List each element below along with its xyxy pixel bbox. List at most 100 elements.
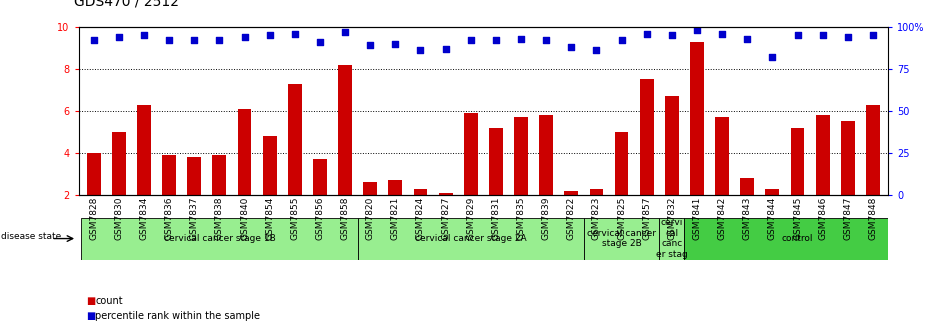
Bar — [684, 218, 910, 259]
Text: GSM7855: GSM7855 — [290, 197, 300, 240]
Bar — [238, 109, 252, 237]
Bar — [715, 117, 729, 237]
Text: GSM7835: GSM7835 — [516, 197, 525, 240]
Text: GSM7847: GSM7847 — [844, 197, 852, 240]
Point — [715, 31, 730, 36]
Bar — [665, 96, 679, 237]
Text: disease state: disease state — [1, 233, 61, 241]
Point — [639, 31, 654, 36]
Bar — [188, 157, 201, 237]
Bar — [514, 117, 528, 237]
Text: count: count — [95, 296, 123, 306]
Text: GDS470 / 2512: GDS470 / 2512 — [74, 0, 179, 8]
Point — [263, 33, 278, 38]
Bar — [816, 115, 830, 237]
Text: GSM7828: GSM7828 — [89, 197, 98, 240]
Bar — [539, 115, 553, 237]
Point — [614, 38, 629, 43]
Text: GSM7832: GSM7832 — [667, 197, 676, 240]
Bar — [358, 218, 584, 259]
Text: ■: ■ — [86, 296, 95, 306]
Bar — [288, 84, 302, 237]
Text: GSM7854: GSM7854 — [265, 197, 274, 240]
Text: GSM7857: GSM7857 — [642, 197, 651, 240]
Text: GSM7839: GSM7839 — [542, 197, 550, 240]
Point — [815, 33, 830, 38]
Point — [866, 33, 881, 38]
Point — [413, 48, 428, 53]
Text: cervical cancer
stage 2B: cervical cancer stage 2B — [587, 229, 656, 248]
Point — [438, 46, 453, 51]
Text: GSM7820: GSM7820 — [365, 197, 375, 240]
Text: GSM7825: GSM7825 — [617, 197, 626, 240]
Point — [162, 38, 177, 43]
Bar — [112, 132, 126, 237]
Point — [538, 38, 553, 43]
Bar — [584, 218, 660, 259]
Text: GSM7836: GSM7836 — [165, 197, 174, 240]
Text: GSM7843: GSM7843 — [743, 197, 752, 240]
Bar — [589, 188, 603, 237]
Text: GSM7838: GSM7838 — [215, 197, 224, 240]
Bar — [463, 113, 477, 237]
Text: GSM7840: GSM7840 — [240, 197, 249, 240]
Bar — [388, 180, 402, 237]
Text: control: control — [782, 234, 813, 243]
Bar — [660, 218, 684, 259]
Text: GSM7844: GSM7844 — [768, 197, 777, 240]
Text: ■: ■ — [86, 311, 95, 321]
Bar — [740, 178, 754, 237]
Bar — [81, 218, 358, 259]
Point — [187, 38, 202, 43]
Point — [664, 33, 679, 38]
Bar — [213, 155, 227, 237]
Text: GSM7834: GSM7834 — [140, 197, 149, 240]
Text: GSM7858: GSM7858 — [340, 197, 350, 240]
Point — [111, 34, 126, 40]
Point — [463, 38, 478, 43]
Bar — [766, 188, 779, 237]
Text: GSM7821: GSM7821 — [391, 197, 400, 240]
Text: GSM7845: GSM7845 — [793, 197, 802, 240]
Text: GSM7848: GSM7848 — [869, 197, 878, 240]
Bar — [438, 193, 452, 237]
Bar — [564, 191, 578, 237]
Point — [689, 28, 704, 33]
Bar — [690, 42, 704, 237]
Text: GSM7837: GSM7837 — [190, 197, 199, 240]
Bar — [162, 155, 176, 237]
Point — [589, 48, 604, 53]
Bar — [339, 65, 352, 237]
Text: GSM7824: GSM7824 — [416, 197, 425, 240]
Text: GSM7823: GSM7823 — [592, 197, 601, 240]
Point — [740, 36, 755, 41]
Bar — [87, 153, 101, 237]
Point — [790, 33, 805, 38]
Text: cervi
cal
canc
er stag: cervi cal canc er stag — [656, 218, 687, 259]
Bar — [313, 159, 327, 237]
Point — [388, 41, 402, 46]
Point — [363, 43, 377, 48]
Text: GSM7842: GSM7842 — [718, 197, 727, 240]
Text: GSM7822: GSM7822 — [567, 197, 575, 240]
Point — [288, 31, 302, 36]
Point — [765, 54, 780, 60]
Bar — [866, 104, 880, 237]
Bar — [263, 136, 277, 237]
Text: percentile rank within the sample: percentile rank within the sample — [95, 311, 260, 321]
Text: GSM7856: GSM7856 — [315, 197, 325, 240]
Text: cervical cancer stage 2A: cervical cancer stage 2A — [415, 234, 526, 243]
Text: GSM7841: GSM7841 — [693, 197, 701, 240]
Bar — [640, 79, 654, 237]
Text: GSM7829: GSM7829 — [466, 197, 475, 240]
Bar — [841, 121, 855, 237]
Text: cervical cancer stage 1B: cervical cancer stage 1B — [164, 234, 276, 243]
Text: GSM7846: GSM7846 — [818, 197, 827, 240]
Bar — [614, 132, 628, 237]
Text: GSM7831: GSM7831 — [491, 197, 500, 240]
Point — [313, 39, 327, 45]
Point — [137, 33, 152, 38]
Text: GSM7830: GSM7830 — [115, 197, 123, 240]
Point — [86, 38, 101, 43]
Text: GSM7827: GSM7827 — [441, 197, 450, 240]
